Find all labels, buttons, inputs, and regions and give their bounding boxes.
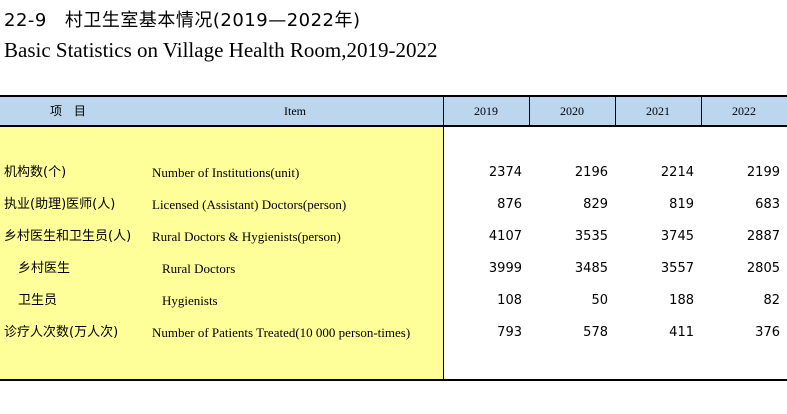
column-divider	[529, 95, 530, 125]
cell-2020: 3485	[574, 261, 608, 276]
header-year-2022: 2022	[732, 104, 756, 118]
cell-2019: 876	[497, 197, 522, 212]
cell-2022: 683	[755, 197, 780, 212]
row-label-en: Rural Doctors & Hygienists(person)	[152, 229, 341, 244]
cell-2019: 108	[497, 293, 522, 308]
row-label-en: Licensed (Assistant) Doctors(person)	[152, 197, 347, 212]
cell-2019: 4107	[488, 229, 522, 244]
row-label-cn: 机构数(个)	[4, 165, 67, 180]
cell-2022: 82	[763, 293, 780, 308]
row-label-en: Rural Doctors	[162, 261, 236, 276]
table-row: 卫生员 Hygienists 108 50 188 82	[0, 291, 787, 311]
cell-2022: 2887	[746, 229, 780, 244]
cell-2021: 819	[669, 197, 694, 212]
header-year-2021: 2021	[646, 104, 670, 118]
row-label-en: Number of Institutions(unit)	[152, 165, 300, 180]
statistics-table: 项 目 Item 2019 2020 2021 2022 机构数(个) Numb…	[0, 95, 787, 381]
cell-2021: 2214	[660, 165, 694, 180]
row-label-cn: 乡村医生和卫生员(人)	[4, 229, 132, 244]
table-number: 22-9	[4, 10, 47, 31]
cell-2021: 3745	[660, 229, 694, 244]
row-label-cn: 执业(助理)医师(人)	[4, 197, 116, 212]
cell-2019: 793	[497, 325, 522, 340]
header-band	[0, 95, 787, 125]
cell-2022: 376	[755, 325, 780, 340]
cell-2022: 2805	[746, 261, 780, 276]
header-item-en: Item	[284, 104, 306, 118]
cell-2020: 50	[591, 293, 608, 308]
header-item-cn: 项 目	[50, 104, 90, 118]
column-divider	[615, 95, 616, 125]
table-row: 乡村医生和卫生员(人) Rural Doctors & Hygienists(p…	[0, 227, 787, 247]
title-cn-text: 村卫生室基本情况(2019—2022年)	[64, 10, 361, 31]
header-year-2019: 2019	[474, 104, 498, 118]
item-column-background	[0, 95, 443, 381]
column-divider	[443, 95, 444, 381]
row-label-en: Number of Patients Treated(10 000 person…	[152, 325, 411, 340]
table-row: 乡村医生 Rural Doctors 3999 3485 3557 2805	[0, 259, 787, 279]
cell-2019: 2374	[488, 165, 522, 180]
page-title-en: Basic Statistics on Village Health Room,…	[4, 38, 438, 62]
cell-2022: 2199	[746, 165, 780, 180]
row-label-cn: 卫生员	[18, 293, 58, 308]
cell-2020: 3535	[574, 229, 608, 244]
cell-2020: 578	[583, 325, 608, 340]
table-row: 执业(助理)医师(人) Licensed (Assistant) Doctors…	[0, 195, 787, 215]
row-label-cn: 乡村医生	[18, 261, 71, 276]
row-label-en: Hygienists	[162, 293, 218, 308]
table-header-rule	[0, 125, 787, 127]
cell-2020: 2196	[574, 165, 608, 180]
cell-2021: 188	[669, 293, 694, 308]
cell-2019: 3999	[488, 261, 522, 276]
column-divider	[701, 95, 702, 125]
row-label-cn: 诊疗人次数(万人次)	[4, 325, 119, 340]
table-bottom-rule	[0, 379, 787, 381]
table-row: 诊疗人次数(万人次) Number of Patients Treated(10…	[0, 323, 787, 343]
header-year-2020: 2020	[560, 104, 584, 118]
cell-2021: 411	[669, 325, 694, 340]
table-top-rule	[0, 95, 787, 97]
cell-2020: 829	[583, 197, 608, 212]
cell-2021: 3557	[660, 261, 694, 276]
page-title-cn: 22-9 村卫生室基本情况(2019—2022年)	[4, 6, 361, 32]
table-row: 机构数(个) Number of Institutions(unit) 2374…	[0, 163, 787, 183]
